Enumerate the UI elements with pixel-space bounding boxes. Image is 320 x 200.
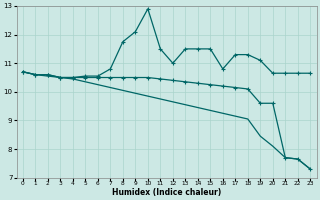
- X-axis label: Humidex (Indice chaleur): Humidex (Indice chaleur): [112, 188, 221, 197]
